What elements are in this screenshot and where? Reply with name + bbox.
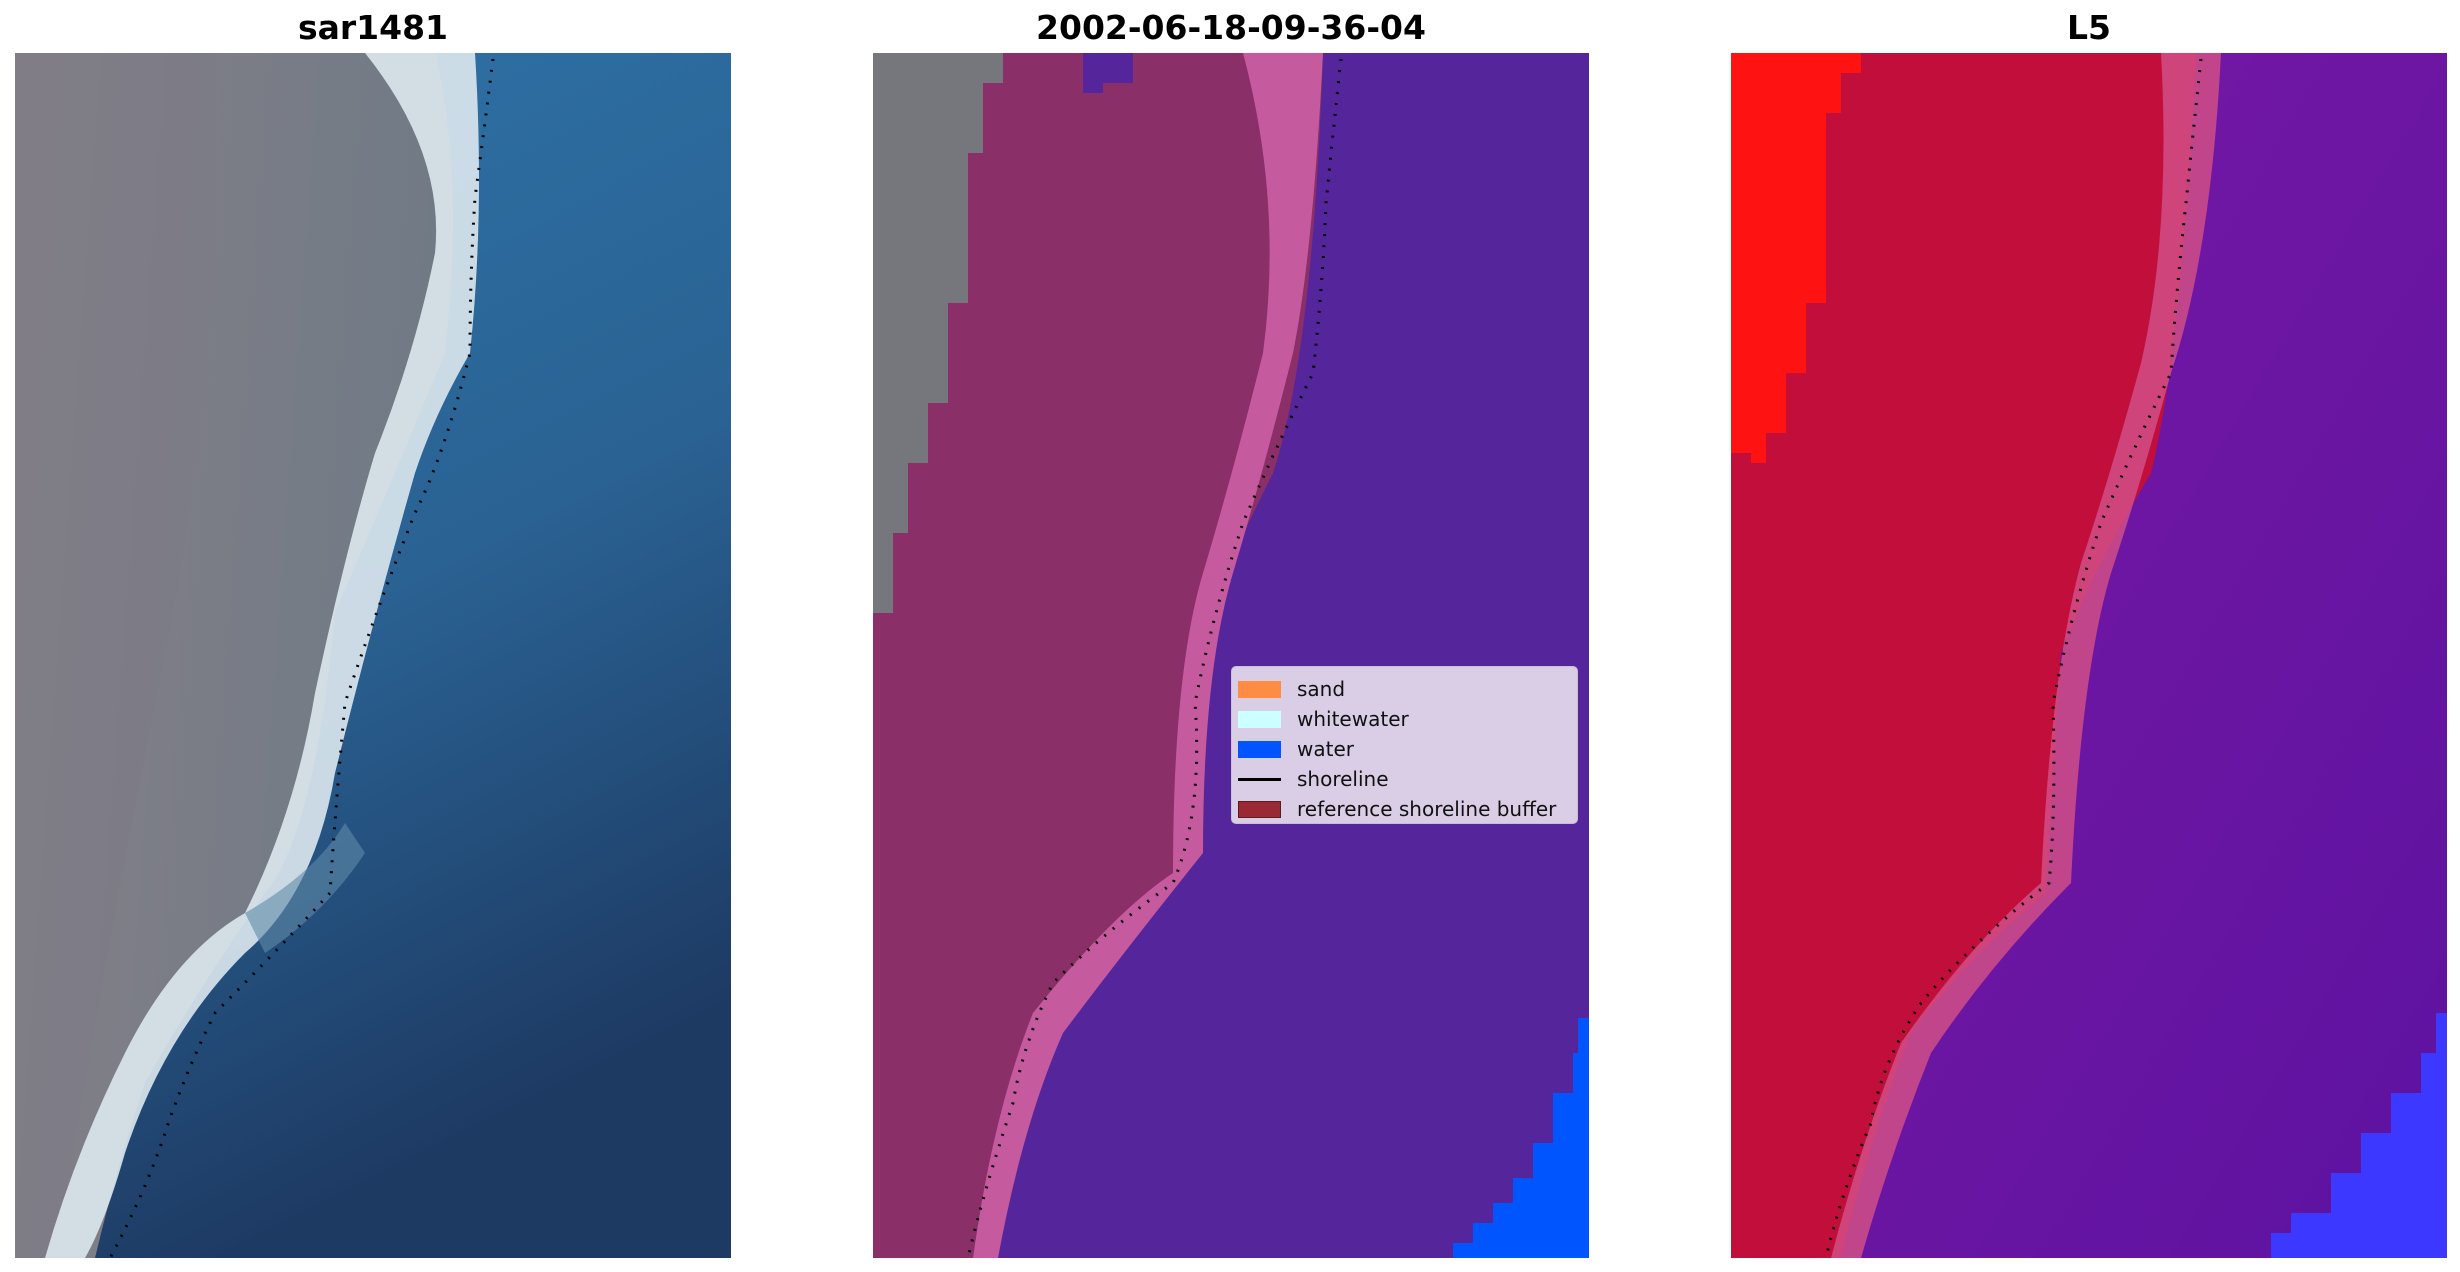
legend-item-shoreline: shoreline bbox=[1238, 767, 1389, 791]
land-outside-buffer bbox=[873, 53, 1003, 613]
legend-label-buffer: reference shoreline buffer bbox=[1297, 797, 1557, 821]
shoreline-dots bbox=[966, 58, 1343, 1258]
legend: sand whitewater water shoreline referenc… bbox=[1231, 666, 1578, 824]
shoreline-dots bbox=[108, 58, 495, 1258]
legend-item-sand: sand bbox=[1238, 677, 1345, 701]
classification-panel: 2002-06-18-09-36-04 bbox=[873, 0, 1589, 1272]
panel-title-classification: 2002-06-18-09-36-04 bbox=[1036, 8, 1426, 47]
reference-buffer-area bbox=[873, 53, 1323, 1258]
legend-label-whitewater: whitewater bbox=[1297, 707, 1409, 731]
buffer-swatch bbox=[1238, 800, 1281, 818]
legend-label-sand: sand bbox=[1297, 677, 1346, 701]
shoreline-dots bbox=[1824, 58, 2203, 1258]
legend-item-water: water bbox=[1238, 737, 1354, 761]
shoreline-line-icon bbox=[1238, 777, 1281, 781]
classified-image bbox=[873, 53, 1589, 1258]
index-panel: L5 bbox=[1731, 0, 2447, 1272]
classified-water-area bbox=[1453, 1018, 1589, 1258]
legend-item-buffer: reference shoreline buffer bbox=[1238, 797, 1556, 821]
legend-label-water: water bbox=[1297, 737, 1354, 761]
legend-label-shoreline: shoreline bbox=[1297, 767, 1389, 791]
panel-title-index: L5 bbox=[2067, 8, 2111, 47]
rgb-image bbox=[15, 53, 731, 1258]
whitewater-swatch bbox=[1238, 710, 1281, 728]
index-land-area bbox=[1731, 53, 2196, 1258]
legend-item-whitewater: whitewater bbox=[1238, 707, 1409, 731]
panel-title-rgb: sar1481 bbox=[297, 8, 449, 47]
buffer-highlight bbox=[973, 53, 1323, 1258]
rgb-panel: sar1481 bbox=[15, 0, 731, 1272]
index-low-area bbox=[2271, 1013, 2447, 1258]
whitewater-band bbox=[45, 53, 479, 1258]
index-high-area bbox=[1731, 53, 1861, 463]
index-transition-band bbox=[1831, 53, 2221, 1258]
water-swatch bbox=[1238, 740, 1281, 758]
index-image bbox=[1731, 53, 2447, 1258]
sand-swatch bbox=[1238, 680, 1281, 698]
